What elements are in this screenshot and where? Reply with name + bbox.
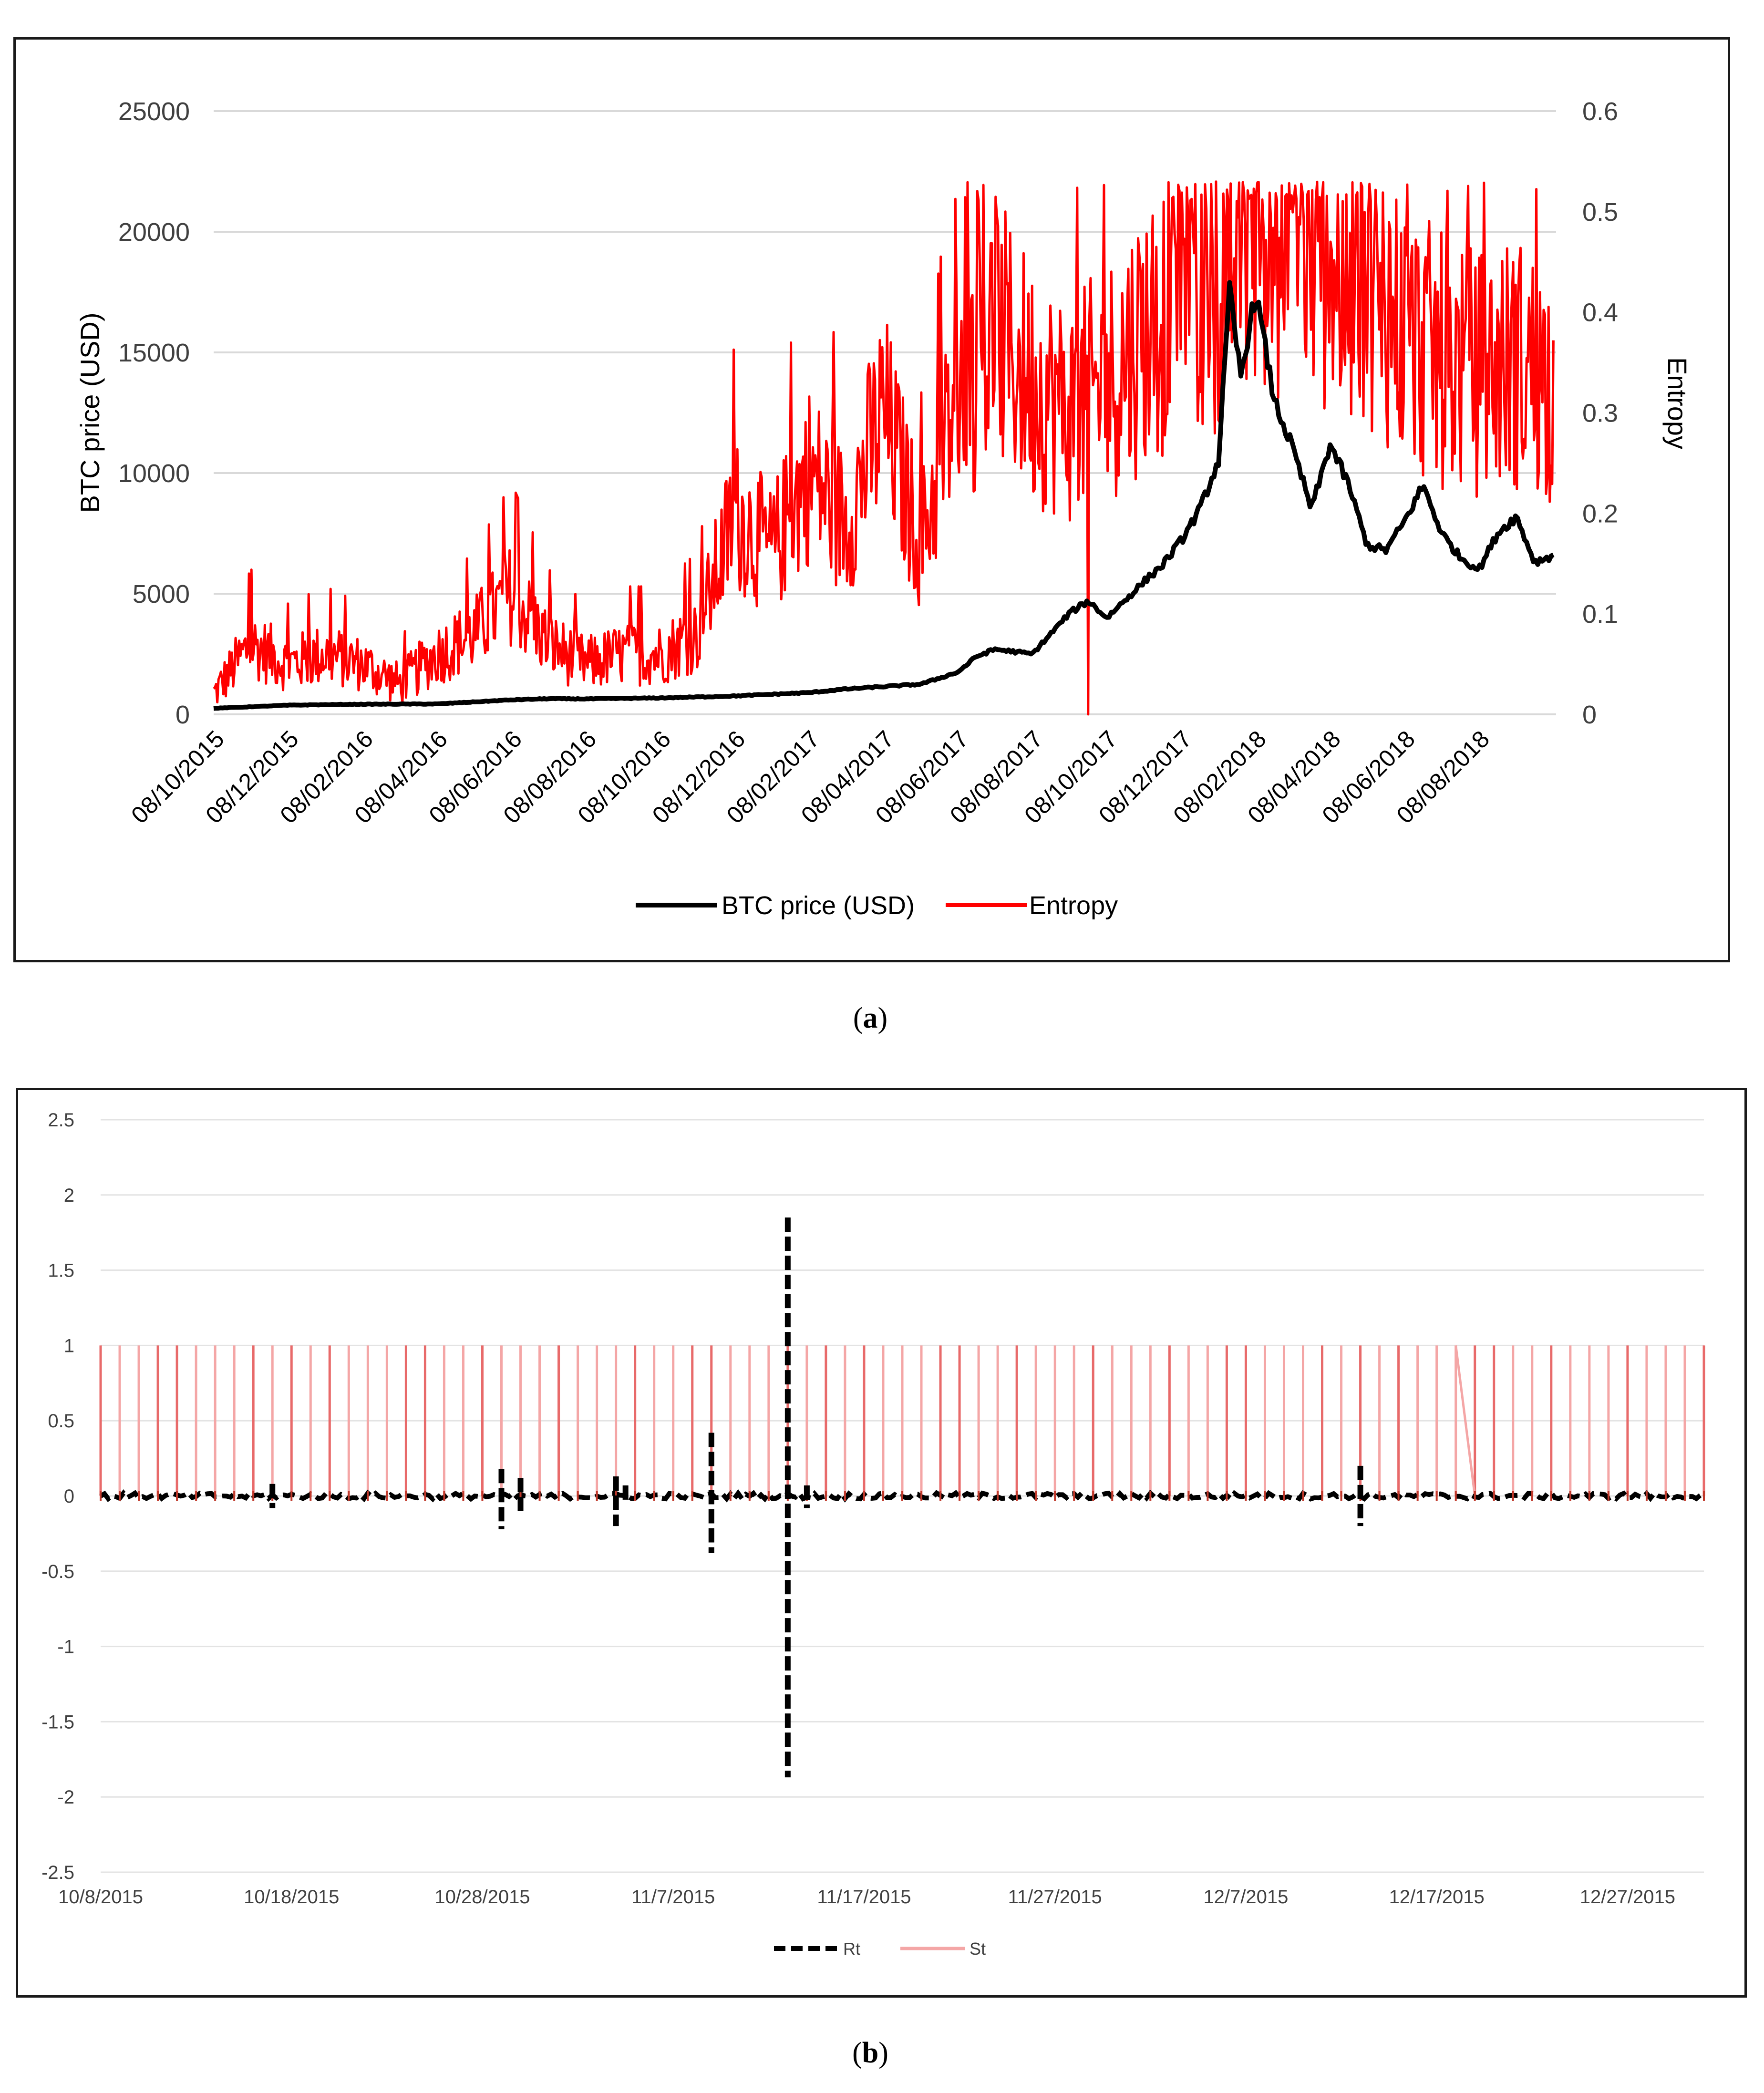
y-left-axis-title: BTC price (USD) [75,312,105,513]
x-tick-label-b: 11/7/2015 [631,1887,715,1907]
y-right-tick-label: 0.1 [1582,600,1618,629]
caption-a-letter: a [863,1002,878,1034]
x-tick-label-b: 10/8/2015 [58,1887,143,1907]
legend-entropy-label: Entropy [1029,891,1118,920]
btc-price-line [213,280,1555,711]
y-right-axis-title: Entropy [1662,357,1692,449]
y-right-tick-label: 0.2 [1582,499,1618,528]
y-left-tick-label: 10000 [118,459,190,488]
y-right-tick-label: 0.4 [1582,299,1618,327]
y-right-tick-label: 0 [1582,701,1597,729]
chart-a-svg: 0 5000 10000 15000 20000 25000 0 0.1 0.2 0.3 0.4 0.… [75,97,1692,920]
y-tick-label-b: 2 [64,1185,74,1206]
caption-b-letter: b [862,2037,879,2069]
chart-panel-b: 2.5 2 1.5 1 0.5 0 -0.5 -1 -1.5 -2 -2.5 10/8/2015 10/… [16,1088,1747,1998]
st-diagonal [1455,1345,1476,1496]
x-tick-label-b: 12/17/2015 [1389,1887,1485,1907]
x-tick-label-b: 12/7/2015 [1203,1887,1288,1907]
y-right-tick-label: 0.6 [1582,97,1618,126]
y-tick-label-b: -1.5 [41,1712,74,1732]
y-right-tick-label: 0.5 [1582,198,1618,227]
y-left-tick-label: 0 [175,701,190,729]
y-left-tick-label: 5000 [133,580,190,608]
legend-st-label: St [970,1939,986,1959]
y-right-tick-label: 0.3 [1582,399,1618,428]
y-tick-label-b: -2.5 [41,1862,74,1883]
chart-panel-a: 0 5000 10000 15000 20000 25000 0 0.1 0.2 0.3 0.4 0.… [13,37,1730,962]
y-tick-label-b: -1 [57,1637,74,1658]
chart-b-svg: 2.5 2 1.5 1 0.5 0 -0.5 -1 -1.5 -2 -2.5 10/8/2015 10/… [41,1110,1705,1959]
legend-btc-label: BTC price (USD) [722,891,915,920]
x-tick-label-b: 11/17/2015 [817,1887,911,1907]
y-left-tick-label: 15000 [118,339,190,367]
caption-a: (a) [853,1002,888,1034]
legend-rt-label: Rt [843,1939,860,1959]
x-tick-label-b: 10/28/2015 [434,1887,530,1907]
y-left-tick-label: 20000 [118,218,190,247]
y-tick-label-b: 1 [64,1335,74,1356]
x-tick-label-b: 12/27/2015 [1580,1887,1675,1907]
y-tick-label-b: 0.5 [48,1411,74,1432]
x-tick-label-b: 10/18/2015 [244,1887,339,1907]
y-tick-label-b: 2.5 [48,1110,74,1131]
y-tick-label-b: -0.5 [41,1561,74,1582]
y-tick-label-b: -2 [57,1787,74,1808]
caption-b: (b) [852,2037,888,2069]
y-tick-label-b: 1.5 [48,1260,74,1281]
y-tick-label-b: 0 [64,1486,74,1507]
entropy-line [213,180,1555,716]
x-tick-label-b: 11/27/2015 [1008,1887,1102,1907]
y-left-tick-label: 25000 [118,97,190,126]
